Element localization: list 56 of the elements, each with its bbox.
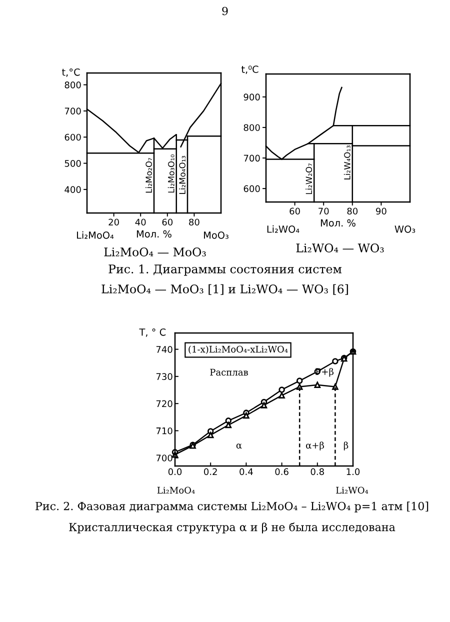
x-tick-label: 40 <box>135 218 146 226</box>
x-tick-label: 0.4 <box>240 468 253 476</box>
y-tick-label: 900 <box>244 94 260 100</box>
x-tick-label: 60 <box>162 218 173 226</box>
y-tick-label: 710 <box>156 427 172 434</box>
text: Рис. 2. Фазовая диаграмма системы Li₂MoO₄ – Li₂WO₄ p=1 атм [10] <box>36 502 428 512</box>
x-tick-label: 0.8 <box>310 468 324 476</box>
text: MoO₃ <box>204 231 228 239</box>
y-tick-label: 600 <box>244 185 260 192</box>
annotation: (1-x)Li₂MoO₄-xLi₂WO₄ <box>188 346 288 354</box>
y-tick-label: 700 <box>244 154 260 162</box>
x-axis-title: Мол. % <box>136 230 172 238</box>
y-tick-label: 800 <box>244 124 260 132</box>
annotation: α <box>236 444 242 449</box>
x-tick-label: 0.6 <box>275 468 288 476</box>
text: Li₂Mo₄O₁₃ <box>179 156 186 194</box>
text: WO₃ <box>394 225 416 233</box>
text: Li₂W₄O₁₃ <box>344 146 350 180</box>
x-tick-label: 80 <box>189 218 200 226</box>
y-tick-label: 600 <box>64 134 81 141</box>
text: Li₂MoO₄ <box>157 486 195 494</box>
x-tick-label: 80 <box>347 208 358 215</box>
y-tick-label: 730 <box>156 373 172 380</box>
text: Li₂Mo₃O₁₀ <box>168 154 174 193</box>
x-tick-label: 0.2 <box>204 468 217 476</box>
text: Li₂WO₄ — WO₃ <box>296 243 384 252</box>
text: Li₂MoO₄ — MoO₃ [1] и Li₂WO₄ — WO₃ [6] <box>102 284 348 295</box>
text: Li₂WO₄ <box>336 486 368 494</box>
y-axis-title: t,°C <box>62 68 80 77</box>
annotation: α+β <box>306 442 324 450</box>
text: Li₂W₂O₇ <box>306 163 312 194</box>
x-tick-label: 90 <box>376 208 386 215</box>
y-tick-label: 720 <box>156 400 172 408</box>
x-tick-label: 70 <box>318 208 329 215</box>
text: Li₂WO₄ <box>267 225 300 233</box>
y-tick-label: 800 <box>64 82 81 88</box>
text: Кристаллическая структура α и β не была исследована <box>69 522 396 534</box>
y-tick-label: 700 <box>64 108 81 114</box>
x-axis-title: Мол. % <box>320 219 356 227</box>
x-tick-label: 60 <box>290 208 300 215</box>
y-tick-label: 700 <box>156 454 172 462</box>
text: 9 <box>222 6 228 16</box>
annotation: β <box>344 442 348 450</box>
x-tick-label: 0.0 <box>168 468 182 476</box>
text: Li₂MoO₄ <box>77 231 114 239</box>
y-tick-label: 500 <box>64 160 81 167</box>
y-tick-label: 740 <box>156 346 172 353</box>
x-tick-label: 1.0 <box>346 468 360 476</box>
y-axis-title: T, ° C <box>139 328 166 337</box>
annotation: Расплав <box>210 368 248 376</box>
text: Рис. 1. Диаграммы состояния систем <box>108 264 342 276</box>
x-tick-label: 20 <box>108 218 119 226</box>
y-axis-title: t,⁰C <box>241 66 258 74</box>
y-tick-label: 400 <box>64 186 81 194</box>
text: Li₂Mo₂O₇ <box>146 158 152 193</box>
text: Li₂MoO₄ — MoO₃ <box>104 247 206 256</box>
